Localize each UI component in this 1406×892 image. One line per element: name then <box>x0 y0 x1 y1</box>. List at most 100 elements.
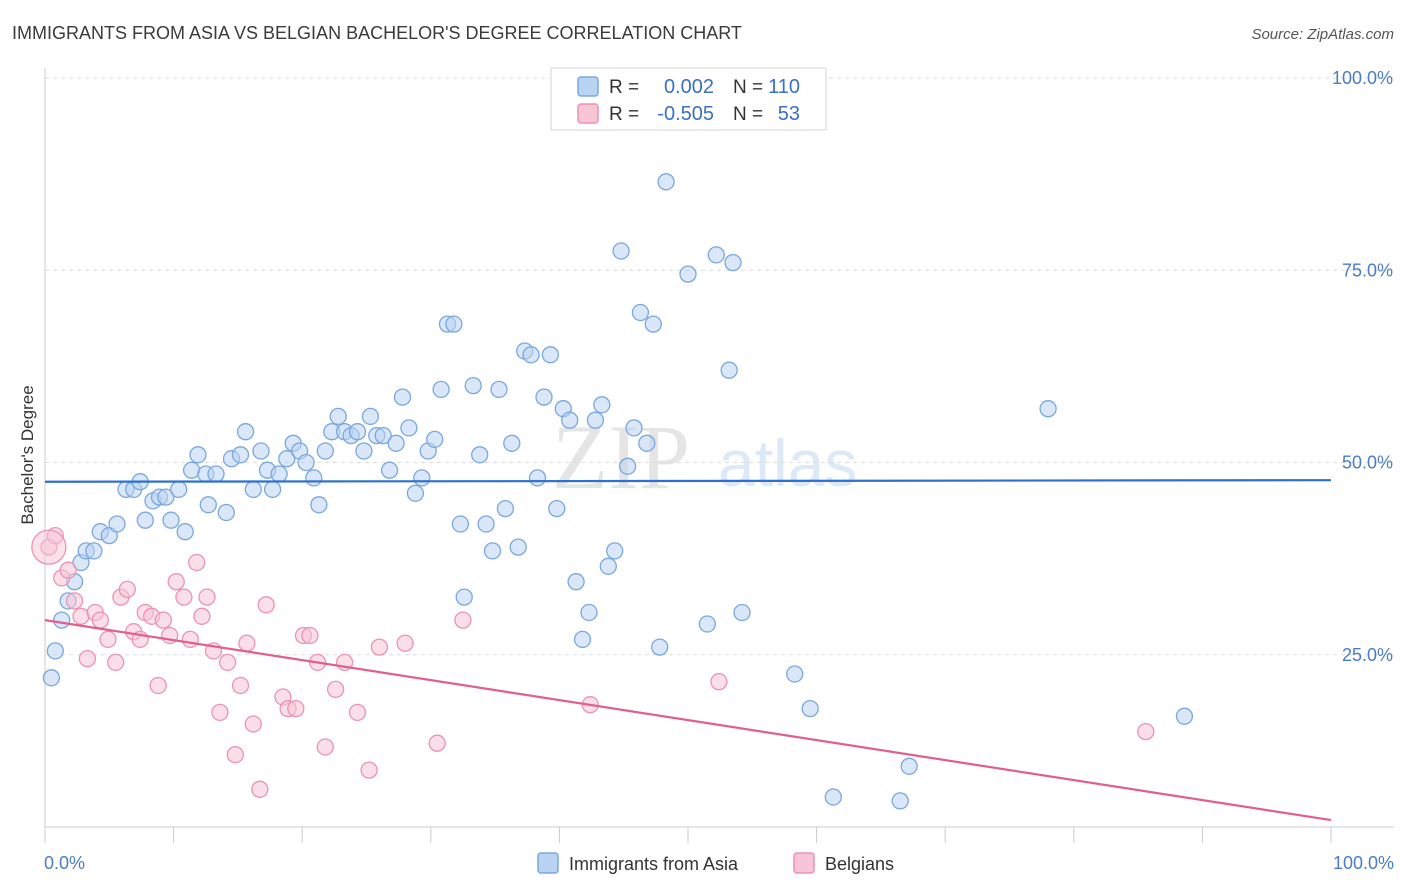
stats-legend-swatch-asia <box>577 76 599 97</box>
asia-point <box>157 488 175 506</box>
asia-point <box>733 603 751 622</box>
belgians-point <box>59 561 77 579</box>
asia-point <box>618 457 637 475</box>
legend-swatch-belgians <box>793 852 815 874</box>
belgians-point <box>107 653 125 672</box>
asia-point <box>599 557 617 575</box>
asia-point <box>573 630 592 649</box>
legend-label-belgians: Belgians <box>825 854 894 874</box>
stats-n-value-asia: 110 <box>768 76 800 98</box>
asia-point <box>46 642 64 660</box>
stats-r-label-asia: R = <box>609 77 639 98</box>
trend-lines <box>44 479 1332 822</box>
asia-point <box>606 542 624 560</box>
asia-point <box>426 430 444 449</box>
asia-point <box>270 465 288 483</box>
asia-point <box>724 253 742 272</box>
asia-point <box>53 611 71 629</box>
belgians-point <box>710 673 728 691</box>
asia-point <box>278 450 296 468</box>
asia-point <box>707 246 725 264</box>
asia-point <box>252 442 270 460</box>
chart-source: Source: ZipAtlas.com <box>1251 26 1394 43</box>
belgians-point <box>72 607 90 625</box>
asia-point <box>445 315 463 333</box>
x-axis-ticks <box>44 827 1332 843</box>
asia-point <box>801 699 819 718</box>
asia-point <box>413 469 431 487</box>
asia-point <box>1039 400 1057 418</box>
asia-point <box>612 242 630 260</box>
asia-point <box>548 499 566 518</box>
stats-r-value-asia: 0.002 <box>664 76 714 98</box>
belgians-point <box>118 580 136 599</box>
asia-point <box>477 515 495 533</box>
asia-point <box>170 480 188 499</box>
asia-point <box>451 515 470 533</box>
belgians-point <box>348 703 367 722</box>
belgians-point <box>226 746 244 764</box>
belgians-point <box>231 676 250 695</box>
belgians-point <box>370 638 389 656</box>
belgians-point <box>316 738 334 756</box>
asia-point <box>625 419 643 437</box>
belgians-point <box>360 761 378 779</box>
asia-point <box>900 757 918 775</box>
stats-n-value-belgians: 53 <box>778 103 800 125</box>
y-tick-label-100: 100.0% <box>1332 68 1393 88</box>
belgians-point <box>175 588 193 606</box>
trend-line-belgians <box>44 619 1332 822</box>
asia-point <box>400 419 418 437</box>
legend-swatch-immigrants-from-asia <box>537 852 559 874</box>
asia-point <box>720 361 738 379</box>
asia-point <box>348 423 367 441</box>
asia-point <box>361 407 380 426</box>
asia-point <box>374 426 392 445</box>
asia-point <box>207 465 225 483</box>
belgians-point <box>181 630 199 649</box>
belgians-point <box>78 649 97 668</box>
asia-point <box>380 461 399 479</box>
asia-point <box>310 496 328 514</box>
asia-point <box>698 615 716 633</box>
stats-r-label-belgians: R = <box>609 104 639 125</box>
asia-point <box>786 665 804 683</box>
asia-point <box>593 396 611 414</box>
asia-point <box>509 538 527 556</box>
asia-point <box>503 434 521 452</box>
asia-point <box>108 515 126 533</box>
asia-point <box>432 380 450 399</box>
bottom-legend: Immigrants from Asia Belgians <box>537 852 894 874</box>
asia-point <box>657 173 675 191</box>
asia-point <box>316 442 334 460</box>
belgians-point <box>287 699 305 718</box>
legend-label-immigrants-from-asia: Immigrants from Asia <box>569 854 739 874</box>
gridlines <box>45 77 1394 656</box>
belgians-point <box>91 611 109 629</box>
asia-point <box>535 388 553 406</box>
belgians-point <box>396 634 414 652</box>
asia-point <box>541 346 560 364</box>
y-tick-label-75: 75.0% <box>1342 260 1393 280</box>
stats-legend-swatch-belgians <box>577 103 599 124</box>
asia-point <box>297 453 315 472</box>
stats-r-value-belgians: -0.505 <box>657 103 714 125</box>
asia-point <box>231 446 250 464</box>
belgians-point <box>149 676 167 695</box>
y-axis-tick-labels: 25.0% 50.0% 75.0% 100.0% <box>1332 68 1393 665</box>
asia-point <box>631 303 650 322</box>
asia-point <box>891 792 909 810</box>
asia-point <box>182 461 201 479</box>
asia-point <box>644 315 662 333</box>
asia-point <box>586 411 605 429</box>
belgians-point <box>154 611 172 629</box>
series-immigrants-from-asia <box>42 173 1194 810</box>
x-tick-label-min: 0.0% <box>44 853 85 873</box>
asia-point <box>236 423 255 441</box>
belgians-point <box>211 703 229 722</box>
asia-point <box>638 434 656 452</box>
asia-point <box>455 588 473 606</box>
asia-point <box>406 484 425 502</box>
trend-line-immigrants-from-asia <box>44 479 1332 483</box>
